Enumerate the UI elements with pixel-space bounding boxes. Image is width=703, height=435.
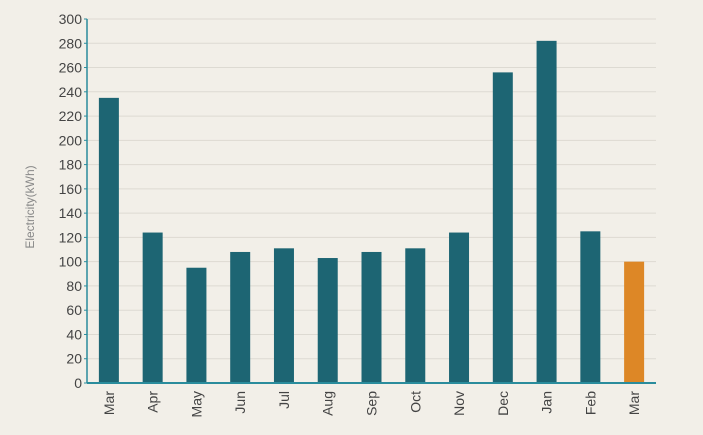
y-tick-label: 120 <box>59 229 83 245</box>
bar-may-2 <box>186 267 207 383</box>
y-tick-label: 160 <box>59 181 83 197</box>
x-tick-label: Aug <box>320 391 336 416</box>
bar-nov-8 <box>449 232 470 383</box>
bar-apr-1 <box>142 232 163 383</box>
x-tick-label: Nov <box>451 391 467 416</box>
bar-jan-10 <box>536 40 557 384</box>
x-tick-label: May <box>188 391 204 417</box>
y-tick-label: 220 <box>59 108 83 124</box>
bars <box>98 40 645 384</box>
x-tick-label: Feb <box>582 391 598 415</box>
y-tick-label: 180 <box>59 157 83 173</box>
bar-oct-7 <box>405 248 426 383</box>
x-tick-label: Sep <box>364 391 380 416</box>
y-tick-label: 140 <box>59 205 83 221</box>
x-tick-label: Mar <box>101 391 117 415</box>
y-tick-label: 20 <box>66 351 82 367</box>
x-tick-label: Apr <box>145 391 161 413</box>
x-tick-label: Oct <box>407 391 423 413</box>
y-tick-label: 80 <box>66 278 82 294</box>
axes <box>84 18 656 384</box>
x-tick-label: Dec <box>495 391 511 416</box>
bar-feb-11 <box>580 231 601 383</box>
bar-jun-3 <box>230 251 251 383</box>
y-tick-label: 240 <box>59 84 83 100</box>
x-tick-label: Jan <box>539 391 555 414</box>
y-tick-label: 260 <box>59 60 83 76</box>
y-tick-label: 100 <box>59 254 83 270</box>
y-tick-label: 40 <box>66 326 82 342</box>
bar-sep-6 <box>361 251 382 383</box>
x-tick-label: Jun <box>232 391 248 414</box>
y-tick-labels: 0 20 40 60 80 100 120 140 160 180 200 220 240 260 280 3… <box>59 11 83 391</box>
bar-jul-4 <box>273 248 294 383</box>
y-axis-label: Electricity(kWh) <box>23 165 37 248</box>
y-tick-label: 0 <box>74 375 82 391</box>
x-tick-label: Mar <box>626 391 642 415</box>
bar-dec-9 <box>492 72 513 384</box>
bar-mar-12 <box>624 261 645 383</box>
y-tick-label: 300 <box>59 11 83 27</box>
bar-mar-0 <box>98 97 119 383</box>
y-tick-label: 60 <box>66 302 82 318</box>
x-tick-labels: Mar Apr May Jun Jul Aug Sep Oct Nov Dec Jan Feb Mar <box>101 391 642 418</box>
y-tick-label: 280 <box>59 35 83 51</box>
x-tick-label: Jul <box>276 391 292 409</box>
y-tick-label: 200 <box>59 132 83 148</box>
bar-aug-5 <box>317 258 338 383</box>
